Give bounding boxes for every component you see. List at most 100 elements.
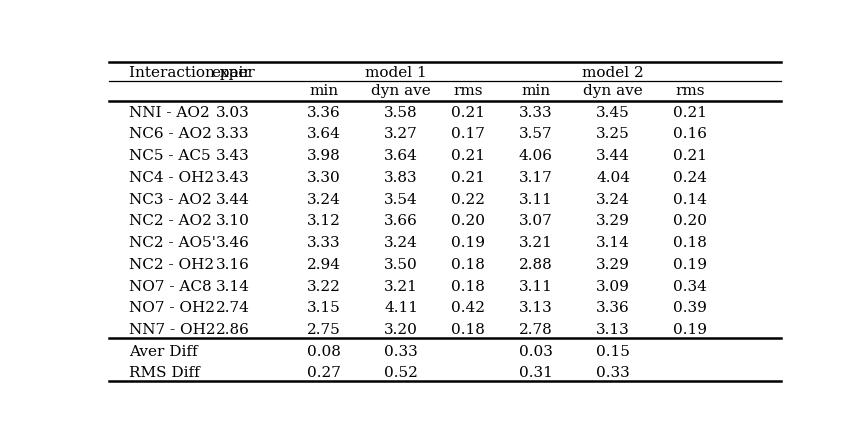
Text: 3.10: 3.10: [216, 214, 250, 228]
Text: 0.39: 0.39: [674, 301, 707, 315]
Text: NC3 - AO2: NC3 - AO2: [128, 193, 212, 207]
Text: 3.12: 3.12: [306, 214, 341, 228]
Text: model 2: model 2: [582, 66, 644, 80]
Text: 0.52: 0.52: [385, 366, 418, 380]
Text: Interaction pair: Interaction pair: [128, 66, 251, 80]
Text: 2.74: 2.74: [216, 301, 250, 315]
Text: 3.57: 3.57: [519, 127, 552, 142]
Text: NC5 - AC5: NC5 - AC5: [128, 149, 210, 163]
Text: 3.33: 3.33: [519, 106, 552, 120]
Text: 3.33: 3.33: [216, 127, 250, 142]
Text: 0.08: 0.08: [306, 345, 341, 359]
Text: 0.19: 0.19: [674, 323, 707, 337]
Text: 0.22: 0.22: [451, 193, 485, 207]
Text: model 1: model 1: [365, 66, 427, 80]
Text: Aver Diff: Aver Diff: [128, 345, 197, 359]
Text: 3.43: 3.43: [216, 171, 250, 185]
Text: RMS Diff: RMS Diff: [128, 366, 200, 380]
Text: 3.36: 3.36: [307, 106, 340, 120]
Text: 3.66: 3.66: [385, 214, 418, 228]
Text: 3.43: 3.43: [216, 149, 250, 163]
Text: 3.03: 3.03: [216, 106, 250, 120]
Text: 0.19: 0.19: [451, 236, 485, 250]
Text: 0.21: 0.21: [451, 171, 485, 185]
Text: 3.22: 3.22: [306, 280, 341, 293]
Text: 3.29: 3.29: [596, 214, 630, 228]
Text: dyn ave: dyn ave: [372, 84, 431, 98]
Text: 3.54: 3.54: [385, 193, 418, 207]
Text: 0.24: 0.24: [674, 171, 707, 185]
Text: 2.88: 2.88: [519, 258, 553, 272]
Text: 3.33: 3.33: [307, 236, 340, 250]
Text: 0.21: 0.21: [674, 106, 707, 120]
Text: 0.03: 0.03: [519, 345, 553, 359]
Text: 3.13: 3.13: [596, 323, 630, 337]
Text: 0.14: 0.14: [674, 193, 707, 207]
Text: 0.18: 0.18: [451, 258, 485, 272]
Text: 3.24: 3.24: [596, 193, 630, 207]
Text: 0.21: 0.21: [451, 149, 485, 163]
Text: 3.29: 3.29: [596, 258, 630, 272]
Text: 3.24: 3.24: [385, 236, 418, 250]
Text: NO7 - AC8: NO7 - AC8: [128, 280, 211, 293]
Text: 3.25: 3.25: [596, 127, 630, 142]
Text: 4.06: 4.06: [519, 149, 553, 163]
Text: 3.13: 3.13: [519, 301, 553, 315]
Text: min: min: [521, 84, 550, 98]
Text: 3.64: 3.64: [306, 127, 341, 142]
Text: 3.11: 3.11: [519, 280, 553, 293]
Text: 3.07: 3.07: [519, 214, 553, 228]
Text: 3.15: 3.15: [307, 301, 340, 315]
Text: NC2 - AO2: NC2 - AO2: [128, 214, 212, 228]
Text: NC2 - OH2: NC2 - OH2: [128, 258, 214, 272]
Text: 2.86: 2.86: [216, 323, 250, 337]
Text: 0.31: 0.31: [519, 366, 553, 380]
Text: 2.78: 2.78: [519, 323, 553, 337]
Text: NC2 - AO5': NC2 - AO5': [128, 236, 215, 250]
Text: 3.24: 3.24: [306, 193, 341, 207]
Text: rms: rms: [454, 84, 483, 98]
Text: 3.09: 3.09: [596, 280, 630, 293]
Text: 0.15: 0.15: [596, 345, 630, 359]
Text: 3.64: 3.64: [385, 149, 418, 163]
Text: 0.17: 0.17: [451, 127, 485, 142]
Text: min: min: [309, 84, 339, 98]
Text: 0.34: 0.34: [674, 280, 707, 293]
Text: 0.16: 0.16: [674, 127, 707, 142]
Text: 2.94: 2.94: [306, 258, 341, 272]
Text: 3.45: 3.45: [596, 106, 630, 120]
Text: 0.21: 0.21: [674, 149, 707, 163]
Text: rms: rms: [675, 84, 705, 98]
Text: 0.18: 0.18: [451, 323, 485, 337]
Text: 0.19: 0.19: [674, 258, 707, 272]
Text: 3.14: 3.14: [216, 280, 250, 293]
Text: exper: exper: [211, 66, 255, 80]
Text: 3.14: 3.14: [596, 236, 630, 250]
Text: 3.11: 3.11: [519, 193, 553, 207]
Text: 0.33: 0.33: [385, 345, 418, 359]
Text: 3.50: 3.50: [385, 258, 418, 272]
Text: 2.75: 2.75: [307, 323, 340, 337]
Text: 3.44: 3.44: [596, 149, 630, 163]
Text: NO7 - OH2: NO7 - OH2: [128, 301, 214, 315]
Text: 3.21: 3.21: [385, 280, 418, 293]
Text: 0.18: 0.18: [451, 280, 485, 293]
Text: 0.18: 0.18: [674, 236, 707, 250]
Text: 4.11: 4.11: [385, 301, 418, 315]
Text: 3.16: 3.16: [216, 258, 250, 272]
Text: NC6 - AO2: NC6 - AO2: [128, 127, 212, 142]
Text: 3.98: 3.98: [307, 149, 340, 163]
Text: 4.04: 4.04: [596, 171, 630, 185]
Text: 3.58: 3.58: [385, 106, 418, 120]
Text: 3.44: 3.44: [216, 193, 250, 207]
Text: 3.27: 3.27: [385, 127, 418, 142]
Text: 0.42: 0.42: [451, 301, 485, 315]
Text: 0.27: 0.27: [306, 366, 341, 380]
Text: 3.20: 3.20: [385, 323, 418, 337]
Text: NNI - AO2: NNI - AO2: [128, 106, 209, 120]
Text: 3.83: 3.83: [385, 171, 418, 185]
Text: 3.36: 3.36: [596, 301, 630, 315]
Text: 3.17: 3.17: [519, 171, 553, 185]
Text: 0.20: 0.20: [674, 214, 707, 228]
Text: 3.46: 3.46: [216, 236, 250, 250]
